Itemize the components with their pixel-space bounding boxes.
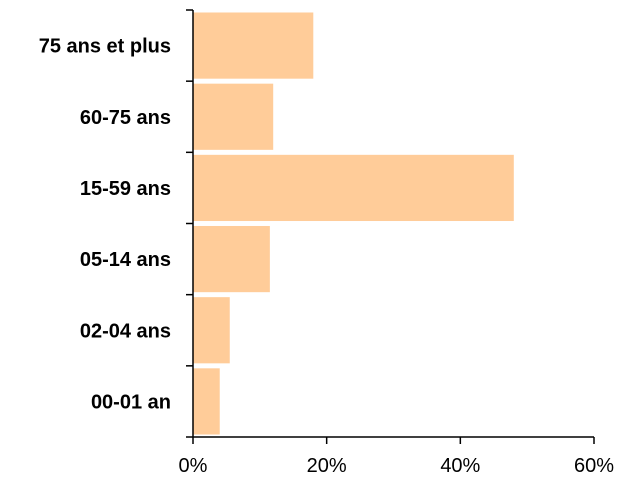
axes-layer — [186, 9, 595, 444]
category-label-2: 15-59 ans — [80, 178, 171, 200]
bars-layer — [193, 12, 514, 435]
bar-2 — [193, 154, 514, 222]
bar-5 — [193, 368, 220, 435]
category-label-4: 02-04 ans — [80, 320, 171, 342]
bar-1 — [193, 83, 274, 150]
x-tick-label-2: 40% — [440, 455, 480, 477]
bar-0 — [193, 12, 314, 79]
category-label-5: 00-01 an — [91, 391, 171, 413]
x-tick-label-1: 20% — [307, 455, 347, 477]
x-tick-label-0: 0% — [179, 455, 208, 477]
bar-4 — [193, 297, 230, 364]
x-tick-label-3: 60% — [574, 455, 614, 477]
category-label-0: 75 ans et plus — [39, 36, 171, 58]
labels-layer: 75 ans et plus 60-75 ans 15-59 ans 05-14 an… — [39, 36, 615, 477]
category-label-3: 05-14 ans — [80, 249, 171, 271]
bar-3 — [193, 225, 270, 293]
category-label-1: 60-75 ans — [80, 107, 171, 129]
